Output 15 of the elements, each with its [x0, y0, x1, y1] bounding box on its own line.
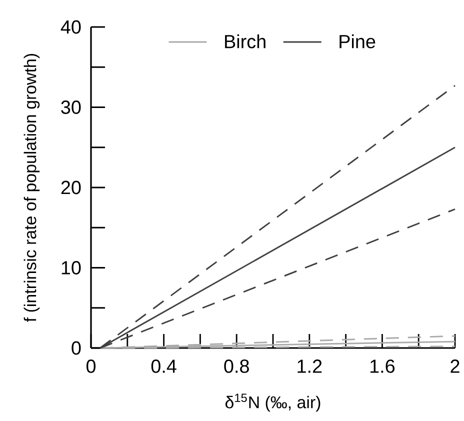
y-tick-label: 20 [61, 180, 81, 194]
x-tick-label: 1.2 [298, 360, 322, 373]
x-axis-title: δ$^{15}$N (‰, air) [225, 394, 320, 412]
y-tick-label: 10 [62, 261, 81, 274]
y-tick-label: 40 [60, 20, 81, 34]
x-tick-label: 0.4 [151, 360, 176, 373]
y-tick-label: 0 [72, 341, 81, 355]
x-tick-label: 0.8 [224, 360, 249, 373]
x-tick-label: 1.6 [370, 360, 395, 373]
x-tick-label: 2 [450, 360, 460, 373]
y-tick-label: 30 [61, 100, 81, 114]
legend-label: Birch [225, 34, 266, 48]
legend-label: Pine [340, 34, 376, 48]
x-tick-label: 0 [86, 360, 96, 373]
y-axis-title: f (intrinsic rate of population growth) [24, 54, 40, 322]
